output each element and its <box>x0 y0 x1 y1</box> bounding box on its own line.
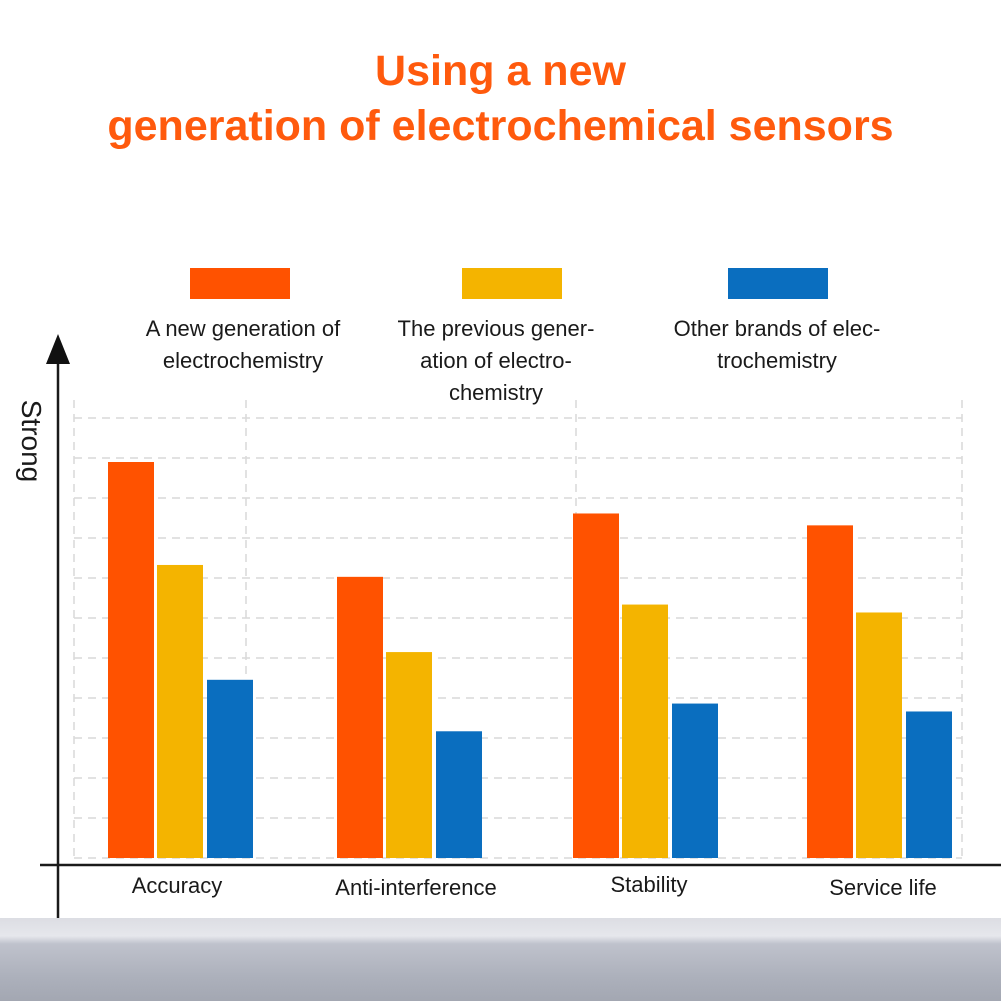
legend-label-previous-generation: The previous gener- ation of electro- ch… <box>380 313 612 409</box>
bar-other-brands-accuracy <box>207 679 253 858</box>
y-axis-label: Strong <box>16 400 47 483</box>
bar-new-generation-anti-interference <box>337 576 383 858</box>
legend-label-other-brands: Other brands of elec- trochemistry <box>654 313 900 377</box>
x-tick-label-service-life: Service life <box>829 875 937 900</box>
chart-axes <box>40 334 1001 918</box>
legend-label-new-generation-line-1: A new generation of <box>145 316 341 341</box>
chart-title: Using a new generation of electrochemica… <box>0 44 1001 154</box>
y-axis-arrow-icon <box>46 334 70 364</box>
bar-previous-generation-stability <box>622 604 668 858</box>
x-axis-tick-labels: Accuracy Anti-interference Stability Servic… <box>132 872 937 900</box>
legend-label-previous-generation-line-2: ation of electro- <box>420 348 572 373</box>
x-tick-label-stability: Stability <box>610 872 687 897</box>
bar-previous-generation-accuracy <box>157 564 203 858</box>
legend-swatch-other-brands <box>728 268 828 299</box>
bar-other-brands-service-life <box>906 711 952 858</box>
legend-swatch-previous-generation <box>462 268 562 299</box>
legend-label-other-brands-line-2: trochemistry <box>717 348 837 373</box>
x-tick-label-anti-interference: Anti-interference <box>335 875 496 900</box>
legend-label-new-generation-line-2: electrochemistry <box>162 348 324 373</box>
legend-label-previous-generation-line-3: chemistry <box>448 380 544 405</box>
bar-previous-generation-service-life <box>856 612 902 858</box>
legend-swatch-new-generation <box>190 268 290 299</box>
legend-label-new-generation: A new generation of electrochemistry <box>128 313 358 377</box>
bar-new-generation-accuracy <box>108 462 154 858</box>
bar-other-brands-stability <box>672 703 718 858</box>
chart-title-line-2: generation of electrochemical sensors <box>107 102 894 150</box>
chart-bars <box>108 462 952 858</box>
bar-previous-generation-anti-interference <box>386 652 432 858</box>
bar-other-brands-anti-interference <box>436 731 482 858</box>
floor-band <box>0 918 1001 1001</box>
legend-label-previous-generation-line-1: The previous gener- <box>397 316 595 341</box>
x-tick-label-accuracy: Accuracy <box>132 873 222 898</box>
chart-title-line-1: Using a new <box>375 47 626 95</box>
bar-new-generation-stability <box>573 513 619 858</box>
bar-new-generation-service-life <box>807 525 853 858</box>
legend-label-other-brands-line-1: Other brands of elec- <box>673 316 881 341</box>
